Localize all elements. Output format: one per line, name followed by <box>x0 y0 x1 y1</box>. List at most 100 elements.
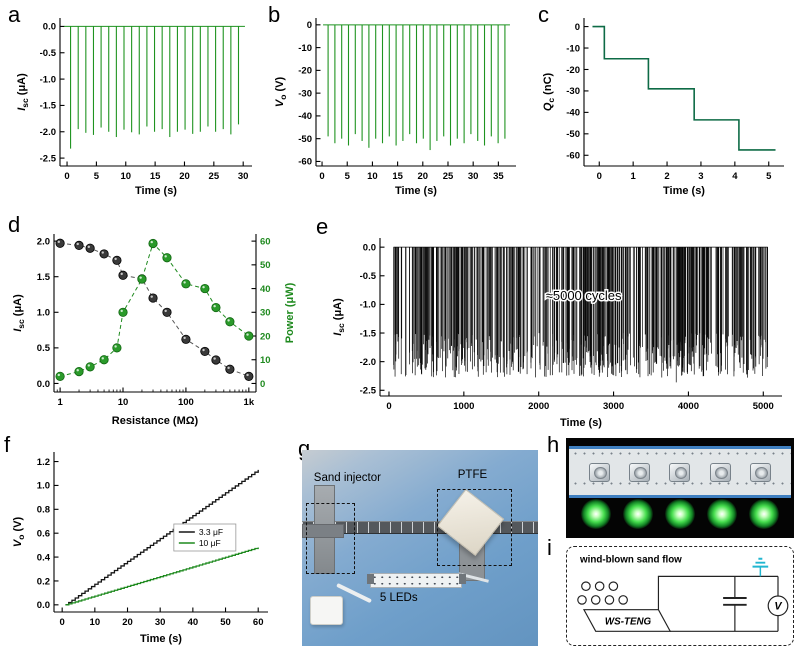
svg-text:4: 4 <box>732 171 738 182</box>
svg-text:Vo (V): Vo (V) <box>274 77 288 108</box>
svg-text:20: 20 <box>418 171 429 182</box>
svg-text:10: 10 <box>367 171 378 182</box>
svg-text:0.0: 0.0 <box>37 600 50 611</box>
svg-text:1.0: 1.0 <box>37 308 50 319</box>
svg-text:Isc (μA): Isc (μA) <box>12 294 26 332</box>
svg-text:1.2: 1.2 <box>37 457 50 468</box>
svg-text:0.4: 0.4 <box>37 552 51 563</box>
svg-text:5000: 5000 <box>753 401 774 412</box>
svg-text:20: 20 <box>122 617 133 628</box>
svg-text:0: 0 <box>386 401 391 412</box>
sand-injector-nozzle <box>302 523 345 539</box>
svg-text:30: 30 <box>468 171 479 182</box>
led-package <box>709 462 731 482</box>
svg-text:-1.5: -1.5 <box>40 101 57 112</box>
led-strip-end-cap <box>458 574 467 585</box>
svg-text:0: 0 <box>575 22 580 33</box>
svg-text:-0.5: -0.5 <box>360 271 377 282</box>
svg-text:≈5000 cycles: ≈5000 cycles <box>546 288 622 303</box>
sand-injector-highlight-box <box>305 502 355 574</box>
led-package <box>588 462 610 482</box>
svg-text:Time (s): Time (s) <box>395 185 437 197</box>
svg-text:25: 25 <box>209 171 220 182</box>
svg-text:0: 0 <box>60 617 65 628</box>
svg-text:1: 1 <box>631 171 637 182</box>
svg-text:3: 3 <box>698 171 703 182</box>
svg-text:3000: 3000 <box>603 401 624 412</box>
svg-text:4000: 4000 <box>678 401 699 412</box>
svg-text:-10: -10 <box>298 43 312 54</box>
svg-text:10 μF: 10 μF <box>199 538 221 548</box>
svg-text:Time (s): Time (s) <box>663 185 705 197</box>
led-glow <box>748 499 779 529</box>
svg-text:0.5: 0.5 <box>37 343 51 354</box>
svg-text:-1.5: -1.5 <box>360 328 377 339</box>
svg-text:-40: -40 <box>298 111 312 122</box>
svg-text:-60: -60 <box>298 157 312 168</box>
svg-text:0: 0 <box>64 171 69 182</box>
svg-text:5: 5 <box>766 171 772 182</box>
svg-text:10: 10 <box>118 397 129 408</box>
chart-capacitor-charging: 0 10 20 30 40 50 60 0.0 0.2 0.4 0.6 0.8 1.0 1.2 Time (… <box>10 444 280 646</box>
svg-text:40: 40 <box>260 284 271 295</box>
led-glow <box>664 499 695 529</box>
svg-text:0: 0 <box>319 171 324 182</box>
svg-text:-2.0: -2.0 <box>360 357 376 368</box>
chart-transferred-charge: 0 1 2 3 4 5 0 -10 -20 -30 -40 -50 -60 Time (s) Qc (nC) <box>540 8 794 198</box>
svg-text:V: V <box>774 601 782 613</box>
svg-text:-50: -50 <box>298 134 312 145</box>
svg-text:2.0: 2.0 <box>37 236 50 247</box>
chart-durability-cycles: 0 1000 2000 3000 4000 5000 0.0 -0.5 -1.0 -1.5 -2.0… <box>330 228 794 430</box>
svg-text:30: 30 <box>155 617 166 628</box>
svg-text:1: 1 <box>57 397 63 408</box>
ptfe-highlight-box <box>436 489 512 566</box>
led-glow-row <box>569 493 790 535</box>
svg-text:0.6: 0.6 <box>37 528 50 539</box>
svg-text:Power (μW): Power (μW) <box>284 282 296 343</box>
led-package <box>750 462 772 482</box>
svg-text:-60: -60 <box>566 151 580 162</box>
photo-experimental-setup: Sand injector PTFE 5 LEDs <box>302 450 538 646</box>
svg-text:25: 25 <box>443 171 454 182</box>
led-strip <box>370 572 463 589</box>
chart-resistance-power: 1 10 100 1k 0.0 0.5 1.0 1.5 2.0 0 10 20 30 40 50 60 Resi… <box>10 226 298 428</box>
svg-text:wind-blown sand flow: wind-blown sand flow <box>579 555 682 566</box>
svg-text:Vo (V): Vo (V) <box>12 517 26 548</box>
svg-text:10: 10 <box>260 355 271 366</box>
led-package <box>669 462 691 482</box>
svg-text:30: 30 <box>260 308 271 319</box>
svg-text:0.8: 0.8 <box>37 505 50 516</box>
svg-text:50: 50 <box>260 260 271 271</box>
svg-text:Qc (nC): Qc (nC) <box>542 72 556 111</box>
svg-text:10: 10 <box>90 617 101 628</box>
svg-text:30: 30 <box>238 171 249 182</box>
svg-text:35: 35 <box>493 171 504 182</box>
led-strip-closeup <box>569 446 791 498</box>
panel-label-a: a <box>8 2 21 27</box>
svg-text:1.5: 1.5 <box>37 272 51 283</box>
schematic-ws-teng-circuit: wind-blown sand flow WS-TENG V <box>566 546 794 646</box>
leds-label: 5 LEDs <box>379 592 418 605</box>
svg-text:-2.5: -2.5 <box>360 386 377 397</box>
svg-text:Time (s): Time (s) <box>140 633 182 645</box>
led-strip-end-cap <box>366 574 374 585</box>
led-glow <box>706 499 737 529</box>
svg-text:2: 2 <box>664 171 669 182</box>
svg-text:0.0: 0.0 <box>37 379 50 390</box>
svg-text:Resistance (MΩ): Resistance (MΩ) <box>112 415 199 427</box>
led-glow <box>581 499 612 529</box>
svg-text:60: 60 <box>253 617 264 628</box>
svg-text:5: 5 <box>94 171 100 182</box>
panel-label-b: b <box>268 2 281 27</box>
svg-text:-40: -40 <box>566 108 580 119</box>
panel-label-f: f <box>4 432 11 457</box>
svg-text:-50: -50 <box>566 129 580 140</box>
panel-label-i: i <box>547 535 552 560</box>
svg-text:1000: 1000 <box>453 401 474 412</box>
sand-injector-label: Sand injector <box>313 471 381 484</box>
svg-text:-2.5: -2.5 <box>40 153 57 164</box>
chart-open-circuit-voltage: 0 5 10 15 20 25 30 35 0 -10 -20 -30 -40 -50 -60 Time (s… <box>272 8 524 198</box>
ptfe-label: PTFE <box>457 468 488 481</box>
svg-text:15: 15 <box>392 171 403 182</box>
svg-text:-10: -10 <box>566 43 580 54</box>
